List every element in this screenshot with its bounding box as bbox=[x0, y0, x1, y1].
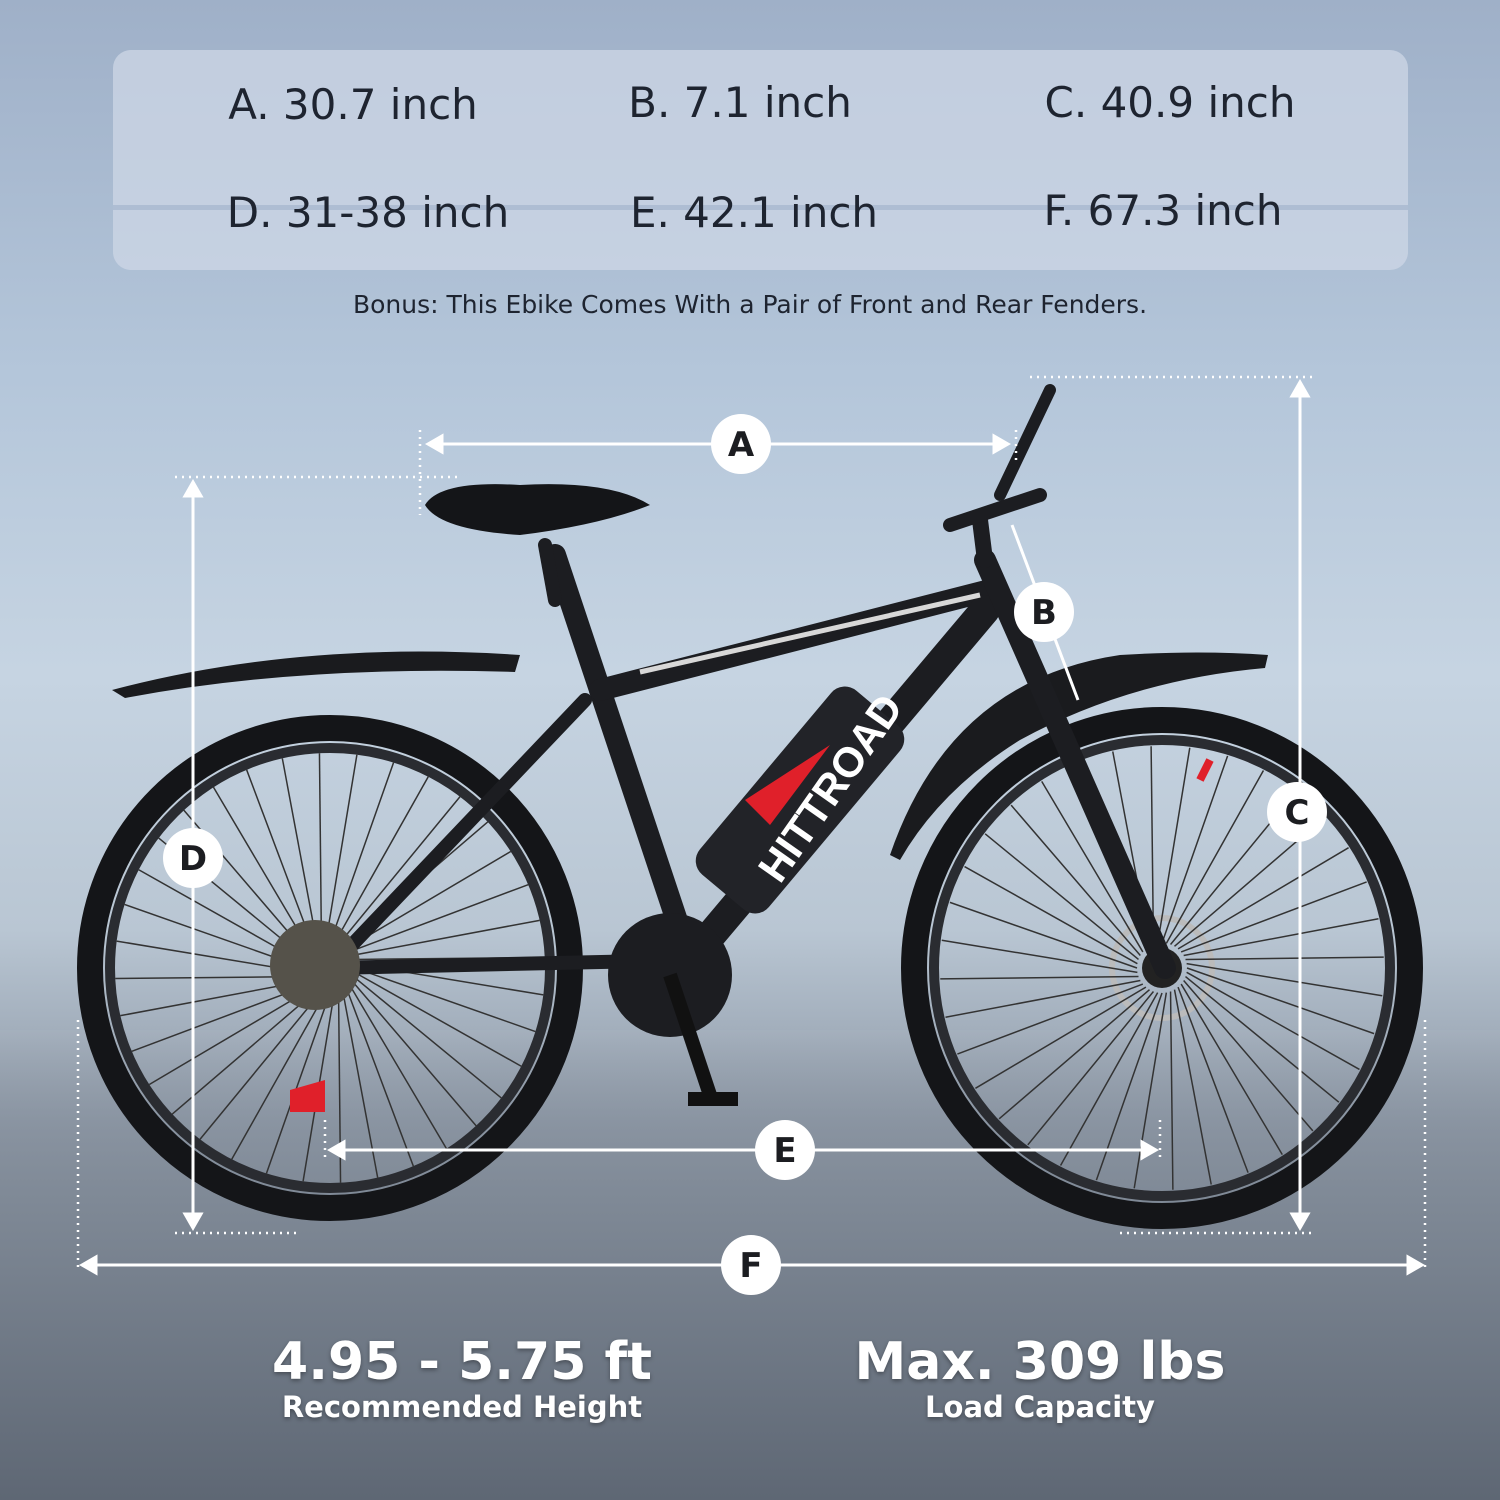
label-f: F bbox=[721, 1235, 781, 1295]
spoke bbox=[1186, 962, 1383, 997]
spoke bbox=[199, 991, 323, 1140]
spoke bbox=[940, 975, 1139, 980]
spoke bbox=[1161, 755, 1229, 944]
label-b: B bbox=[1014, 582, 1074, 642]
label-c: C bbox=[1267, 782, 1327, 842]
spoke bbox=[1133, 992, 1168, 1189]
dimension-table: A. 30.7 inch B. 7.1 inch C. 40.9 inch D.… bbox=[113, 50, 1408, 270]
battery: HITTROAD bbox=[695, 685, 912, 914]
recommended-height: 4.95 - 5.75 ft Recommended Height bbox=[272, 1334, 652, 1424]
spoke bbox=[329, 762, 395, 944]
rear-fender bbox=[112, 651, 520, 698]
frame-stripe bbox=[639, 592, 981, 675]
spoke bbox=[148, 986, 315, 1086]
svg-text:D: D bbox=[179, 839, 207, 879]
battery-stripe bbox=[745, 745, 830, 825]
spoke bbox=[1165, 770, 1265, 944]
spoke bbox=[975, 986, 1147, 1089]
height-value: 4.95 - 5.75 ft bbox=[272, 1332, 652, 1392]
spec-a: A. 30.7 inch bbox=[228, 80, 478, 129]
label-e: E bbox=[755, 1120, 815, 1180]
spoke bbox=[341, 989, 379, 1178]
spoke bbox=[265, 992, 331, 1174]
spoke bbox=[941, 939, 1138, 974]
svg-text:F: F bbox=[739, 1246, 762, 1286]
spoke bbox=[212, 786, 312, 953]
spoke bbox=[351, 919, 540, 957]
table-divider bbox=[113, 205, 1408, 210]
crank-arm bbox=[663, 972, 717, 1098]
spoke bbox=[945, 979, 1141, 1018]
spoke bbox=[998, 989, 1150, 1120]
spoke bbox=[171, 989, 318, 1115]
spoke bbox=[1041, 781, 1144, 953]
spoke bbox=[318, 753, 323, 945]
spec-b: B. 7.1 inch bbox=[628, 78, 852, 127]
spoke bbox=[351, 980, 477, 1127]
spoke bbox=[1173, 989, 1212, 1185]
spoke bbox=[353, 975, 502, 1099]
svg-text:A: A bbox=[728, 425, 755, 465]
spoke bbox=[1169, 991, 1174, 1190]
spec-f: F. 67.3 inch bbox=[1043, 186, 1283, 235]
derailleur-accent bbox=[290, 1080, 325, 1112]
load-label: Load Capacity bbox=[925, 1390, 1155, 1424]
spoke bbox=[1186, 971, 1360, 1071]
load-value: Max. 309 lbs bbox=[854, 1332, 1226, 1392]
spec-e: E. 42.1 inch bbox=[629, 188, 879, 237]
spoke bbox=[984, 833, 1139, 961]
spoke bbox=[1180, 983, 1283, 1155]
spoke bbox=[957, 983, 1144, 1055]
spoke bbox=[345, 850, 512, 950]
spoke bbox=[1150, 746, 1155, 945]
spoke bbox=[1177, 847, 1349, 950]
spoke bbox=[1010, 804, 1141, 956]
spoke bbox=[348, 983, 448, 1150]
spoke bbox=[324, 754, 358, 944]
svg-text:E: E bbox=[773, 1131, 796, 1171]
spoke bbox=[1186, 967, 1375, 1035]
spoke bbox=[245, 769, 315, 950]
svg-text:C: C bbox=[1285, 793, 1310, 833]
label-d: D bbox=[163, 828, 223, 888]
spoke bbox=[345, 986, 415, 1167]
bonus-note: Bonus: This Ebike Comes With a Pair of F… bbox=[352, 290, 1148, 319]
wheel-accent bbox=[1196, 758, 1214, 782]
spoke bbox=[354, 967, 536, 1033]
spoke bbox=[964, 865, 1138, 965]
spoke bbox=[1059, 992, 1159, 1166]
spoke bbox=[1156, 747, 1191, 944]
spoke bbox=[281, 758, 319, 947]
label-a: A bbox=[711, 414, 771, 474]
pedal bbox=[688, 1092, 738, 1106]
spoke bbox=[1180, 881, 1367, 953]
spoke bbox=[131, 983, 312, 1053]
spoke bbox=[1027, 991, 1155, 1146]
height-label: Recommended Height bbox=[281, 1390, 643, 1424]
spoke bbox=[333, 776, 429, 944]
spoke bbox=[348, 883, 529, 953]
front-fender bbox=[890, 652, 1268, 860]
cassette bbox=[270, 920, 360, 1010]
spec-d: D. 31-38 inch bbox=[226, 188, 510, 237]
spoke bbox=[354, 971, 522, 1067]
spoke bbox=[337, 796, 461, 945]
spoke bbox=[1185, 975, 1340, 1103]
saddle bbox=[425, 484, 650, 535]
spoke bbox=[949, 901, 1138, 969]
spec-c: C. 40.9 inch bbox=[1044, 78, 1296, 127]
spoke bbox=[1185, 956, 1384, 961]
spoke bbox=[1183, 918, 1379, 957]
svg-text:B: B bbox=[1031, 593, 1057, 633]
spoke bbox=[1183, 980, 1314, 1132]
spoke bbox=[231, 992, 327, 1160]
load-capacity: Max. 309 lbs Load Capacity bbox=[855, 1334, 1226, 1424]
spoke bbox=[1177, 986, 1249, 1173]
